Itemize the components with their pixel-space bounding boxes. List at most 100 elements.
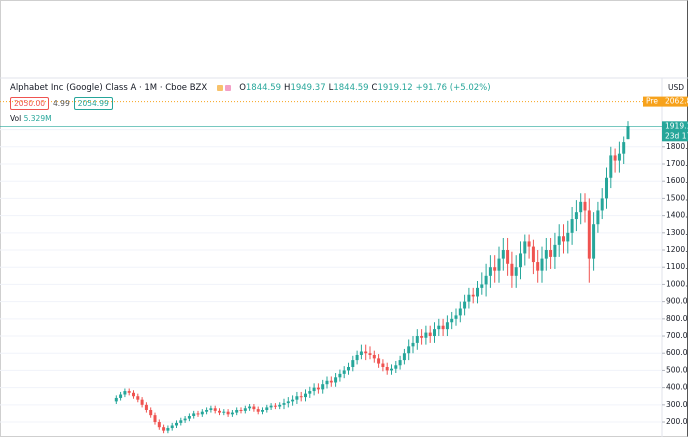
candle-body bbox=[166, 428, 170, 431]
candle-body bbox=[256, 409, 260, 412]
candle-body bbox=[553, 244, 557, 257]
y-tick-label: 900.00 bbox=[666, 297, 688, 306]
candle-body bbox=[187, 416, 191, 419]
candle-body bbox=[626, 126, 630, 140]
candle-body bbox=[359, 351, 363, 355]
ohlc-label: H bbox=[284, 83, 291, 93]
candle-body bbox=[506, 250, 510, 264]
candle-body bbox=[218, 410, 221, 413]
candle-body bbox=[282, 403, 286, 405]
y-tick-label: 1000.00 bbox=[666, 279, 688, 288]
low-value: 1844.59 bbox=[333, 83, 369, 93]
candle-body bbox=[123, 391, 127, 395]
candle-body bbox=[562, 236, 565, 242]
candle-body bbox=[222, 411, 226, 413]
quote-row: 2050.00 4.99 2054.99 bbox=[10, 97, 113, 110]
candle-body bbox=[385, 366, 389, 371]
candle-body bbox=[557, 236, 561, 245]
candle-body bbox=[119, 394, 123, 398]
last-price-tag bbox=[662, 121, 688, 142]
candle-body bbox=[437, 325, 441, 330]
candle-body bbox=[501, 250, 505, 259]
candle-body bbox=[527, 241, 531, 247]
candle-body bbox=[497, 258, 501, 271]
change: +91.76 (+5.02%) bbox=[415, 83, 491, 93]
candle-body bbox=[329, 380, 333, 383]
candle-body bbox=[295, 396, 299, 400]
candle-body bbox=[617, 153, 621, 161]
candle-body bbox=[420, 336, 424, 338]
bid[interactable]: 2050.00 bbox=[10, 97, 50, 110]
candle-body bbox=[312, 387, 316, 392]
y-tick-label: 1800.00 bbox=[666, 142, 688, 151]
volume-legend: Vol 5.329M bbox=[10, 114, 52, 123]
candle-body bbox=[540, 258, 544, 271]
candle-body bbox=[411, 342, 415, 347]
candle-body bbox=[304, 393, 307, 398]
candle-body bbox=[127, 391, 131, 393]
candle-body bbox=[622, 142, 626, 154]
candle-body bbox=[424, 332, 428, 338]
high-value: 1949.37 bbox=[290, 83, 326, 93]
candle-body bbox=[321, 384, 325, 390]
candle-body bbox=[368, 353, 372, 355]
candle-body bbox=[398, 360, 402, 366]
candle-body bbox=[140, 399, 144, 405]
candle-body bbox=[338, 373, 342, 378]
y-tick-label: 200.00 bbox=[666, 417, 688, 426]
candle-body bbox=[291, 399, 295, 402]
candle-body bbox=[471, 294, 475, 297]
grid bbox=[0, 129, 662, 423]
candle-body bbox=[536, 262, 540, 271]
candle-body bbox=[347, 366, 350, 371]
ohlc-label: O bbox=[239, 83, 246, 93]
candle-body bbox=[454, 315, 458, 319]
candle-body bbox=[613, 155, 617, 161]
y-tick-label: 700.00 bbox=[666, 331, 688, 340]
y-tick-label: 300.00 bbox=[666, 400, 688, 409]
candle-body bbox=[549, 250, 553, 257]
volume-value: 5.329M bbox=[23, 114, 52, 123]
candle-body bbox=[213, 408, 217, 411]
currency: USD bbox=[668, 83, 684, 92]
candle-body bbox=[149, 409, 153, 416]
ask[interactable]: 2054.99 bbox=[73, 97, 113, 110]
premarket-tag bbox=[643, 96, 662, 107]
candle-body bbox=[209, 408, 213, 410]
ohlc-label: C bbox=[371, 83, 378, 93]
candle-body bbox=[205, 409, 209, 412]
icon bbox=[225, 85, 232, 91]
candle-body bbox=[372, 354, 376, 359]
candle-body bbox=[179, 420, 183, 423]
last-price: 1919.12 bbox=[665, 121, 688, 130]
premarket-price-tag bbox=[662, 96, 688, 107]
countdown: 23d 17h bbox=[665, 131, 688, 140]
candle-body bbox=[510, 263, 514, 276]
candle-body bbox=[570, 219, 574, 233]
candle-body bbox=[544, 250, 548, 259]
y-tick-label: 1300.00 bbox=[666, 228, 688, 237]
close-value: 1919.12 bbox=[377, 83, 413, 93]
candle-body bbox=[480, 284, 484, 288]
legend: Alphabet Inc (Google) Class A · 1M · Cbo… bbox=[10, 83, 494, 93]
candle-body bbox=[351, 360, 355, 367]
candle-body bbox=[170, 425, 174, 429]
candle-body bbox=[364, 351, 368, 354]
candle-body bbox=[514, 267, 518, 276]
y-tick-label: 1100.00 bbox=[666, 262, 688, 271]
candle-body bbox=[467, 294, 471, 302]
candle-body bbox=[316, 387, 320, 390]
candle-body bbox=[153, 415, 157, 423]
candle-body bbox=[252, 406, 256, 410]
candle-body bbox=[286, 401, 290, 404]
candle-body bbox=[269, 405, 273, 408]
candle-body bbox=[592, 224, 596, 259]
candle-body bbox=[450, 318, 454, 323]
candle-body bbox=[248, 406, 252, 409]
candle-body bbox=[583, 201, 587, 211]
candle-body bbox=[144, 404, 148, 410]
candle-body bbox=[415, 336, 419, 343]
premarket-label: Pre bbox=[646, 97, 658, 106]
candle-body bbox=[574, 212, 578, 220]
